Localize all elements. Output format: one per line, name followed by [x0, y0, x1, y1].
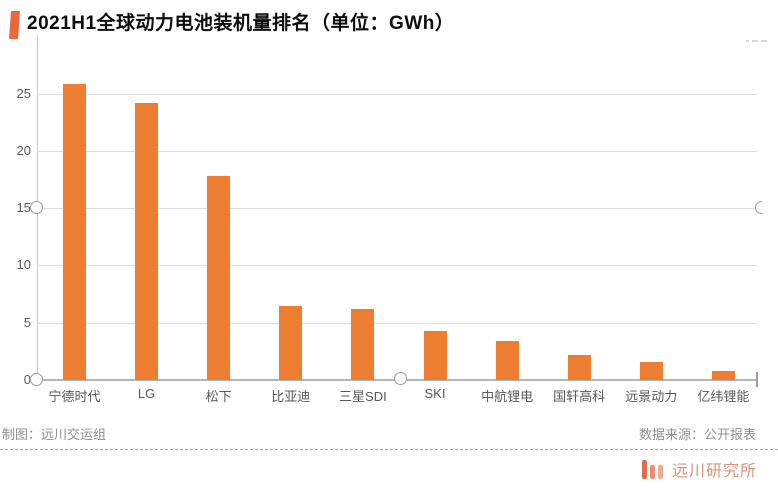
- brand-name: 远川研究所: [671, 463, 757, 480]
- x-category-label-SKI: SKI: [424, 386, 446, 401]
- x-category-label-中航锂电: 中航锂电: [481, 389, 534, 404]
- bar-宁德时代: [63, 84, 86, 380]
- gridline-10: [37, 265, 757, 267]
- bar-国轩高科: [567, 354, 591, 380]
- bar-LG: [135, 102, 159, 380]
- header: 2021H1全球动力电池装机量排名（单位：GWh）: [0, 0, 778, 39]
- brand-logo: 远川研究所: [641, 457, 757, 481]
- x-category-label-亿纬锂能: 亿纬锂能: [697, 389, 750, 404]
- y-tick-label-20: 20: [16, 142, 31, 158]
- page-title: 2021H1全球动力电池装机量排名（单位：GWh）: [27, 13, 455, 34]
- bar-比亚迪: [279, 305, 303, 380]
- gridline-15: [37, 208, 757, 210]
- bottom-mid-selection-handle[interactable]: [394, 372, 407, 385]
- gridline-5: [37, 322, 757, 324]
- bar-SKI: [423, 330, 447, 380]
- gridline-20: [37, 150, 757, 152]
- y-tick-label-10: 10: [16, 257, 31, 273]
- x-category-label-LG: LG: [137, 386, 156, 401]
- bar-远景动力: [639, 361, 663, 380]
- gridline-25: [37, 93, 757, 95]
- x-category-label-宁德时代: 宁德时代: [48, 389, 101, 404]
- bar-三星SDI: [351, 308, 375, 380]
- x-category-label-国轩高科: 国轩高科: [553, 389, 606, 404]
- brand-bars-icon: [641, 459, 663, 479]
- right-mid-selection-handle[interactable]: [755, 201, 762, 214]
- chart-credit: 制图：远川交运组: [2, 427, 107, 442]
- bar-松下: [207, 176, 231, 380]
- dashed-divider: [0, 449, 778, 450]
- x-category-label-松下: 松下: [205, 389, 232, 404]
- y-tick-label-0: 0: [23, 372, 31, 387]
- left-mid-selection-handle[interactable]: [30, 201, 43, 214]
- chart-plot: 0 5 10 15 20 25 宁德时代 LG 松下 比亚迪 三星SDI SKI 中航锂电 国轩高科 远景动…: [0, 34, 778, 414]
- bottom-left-selection-handle[interactable]: [30, 373, 43, 386]
- x-category-label-三星SDI: 三星SDI: [339, 389, 387, 404]
- bar-亿纬锂能: [711, 370, 735, 380]
- bar-中航锂电: [495, 341, 519, 380]
- bottom-right-selection-handle[interactable]: [756, 372, 758, 387]
- data-source: 数据来源：公开报表: [638, 427, 756, 442]
- y-tick-label-5: 5: [23, 314, 31, 330]
- y-tick-label-15: 15: [16, 200, 31, 216]
- x-category-label-比亚迪: 比亚迪: [271, 389, 311, 404]
- y-tick-label-25: 25: [16, 85, 31, 101]
- x-category-label-远景动力: 远景动力: [625, 389, 678, 404]
- faint-watermark: [746, 40, 767, 42]
